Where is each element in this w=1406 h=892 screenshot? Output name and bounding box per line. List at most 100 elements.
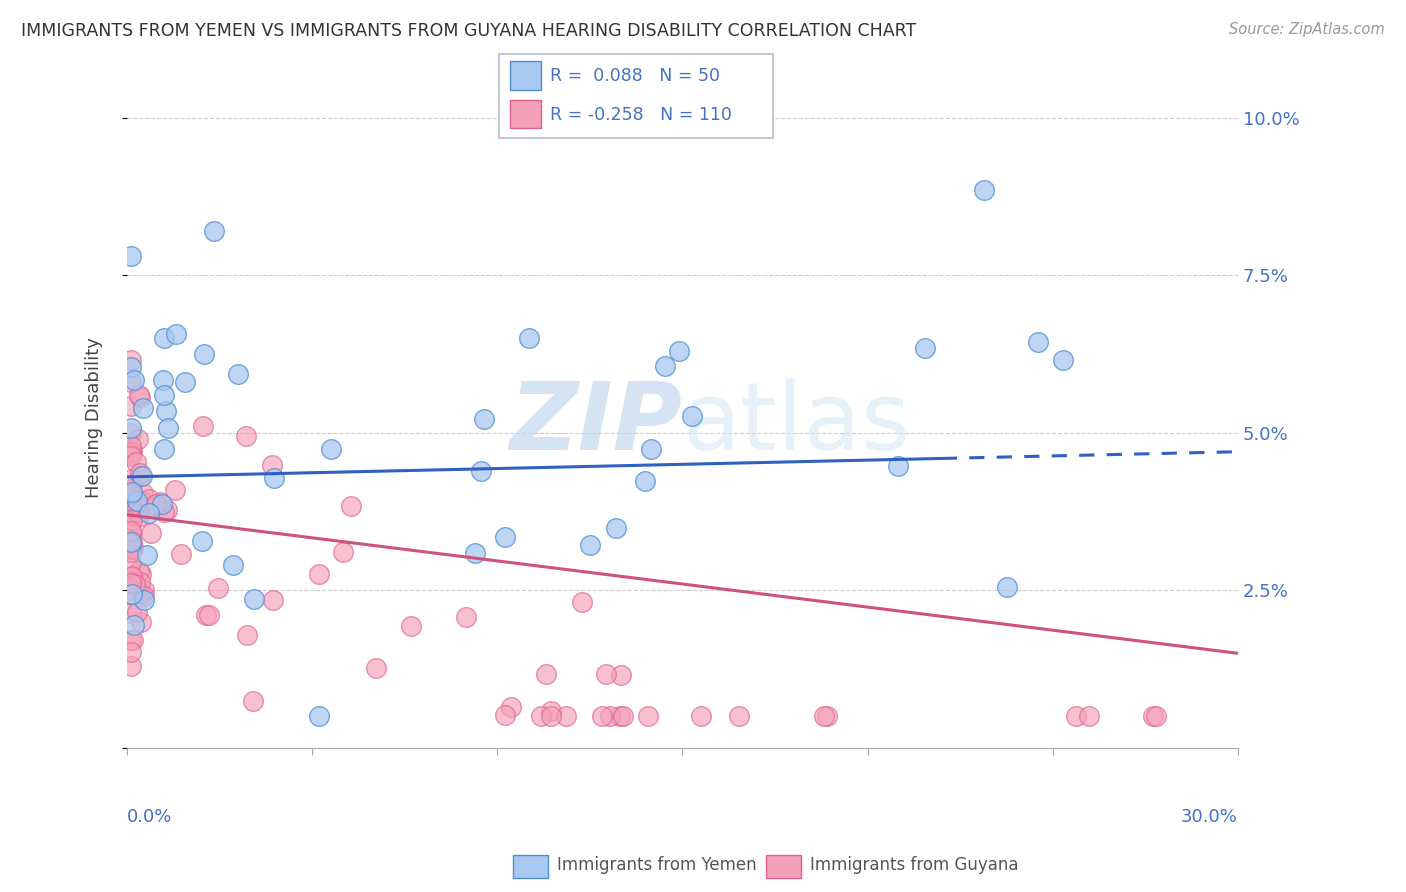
Text: ZIP: ZIP — [509, 377, 682, 470]
Point — [813, 709, 835, 723]
Point — [120, 534, 142, 549]
Point — [131, 567, 153, 582]
Point — [128, 466, 150, 480]
Point — [121, 484, 143, 499]
Point — [149, 495, 172, 509]
Point — [494, 530, 516, 544]
Point — [121, 587, 143, 601]
Point — [599, 709, 621, 723]
Point — [128, 564, 150, 578]
Point — [472, 412, 495, 426]
Point — [197, 608, 219, 623]
Point — [145, 497, 167, 511]
Point — [243, 592, 266, 607]
Text: IMMIGRANTS FROM YEMEN VS IMMIGRANTS FROM GUYANA HEARING DISABILITY CORRELATION C: IMMIGRANTS FROM YEMEN VS IMMIGRANTS FROM… — [21, 22, 917, 40]
Point — [127, 509, 149, 524]
Point — [579, 538, 602, 552]
Point — [612, 709, 634, 723]
Point — [131, 401, 153, 416]
Point — [120, 499, 142, 513]
Point — [262, 592, 284, 607]
Point — [263, 471, 285, 485]
Point — [595, 666, 617, 681]
Point — [332, 545, 354, 559]
Point — [727, 709, 749, 723]
Point — [152, 373, 174, 387]
Point — [153, 331, 176, 345]
Text: atlas: atlas — [682, 377, 911, 470]
Point — [517, 331, 540, 345]
Point — [193, 346, 215, 360]
Point — [121, 507, 143, 521]
Point — [120, 536, 142, 550]
Point — [121, 542, 143, 557]
Point — [120, 524, 142, 538]
Point — [120, 447, 142, 461]
Point — [605, 521, 627, 535]
Point — [120, 490, 142, 504]
Point — [120, 508, 142, 522]
Point — [120, 482, 142, 496]
Point — [138, 507, 160, 521]
Point — [207, 581, 229, 595]
Point — [127, 493, 149, 508]
Point — [166, 327, 188, 342]
Point — [120, 526, 142, 541]
Point — [153, 442, 176, 456]
Point — [127, 432, 149, 446]
Point — [121, 444, 143, 458]
Point — [120, 249, 142, 263]
Text: 30.0%: 30.0% — [1181, 807, 1239, 826]
Point — [131, 587, 153, 601]
Point — [340, 499, 363, 513]
Point — [120, 569, 142, 583]
Point — [150, 497, 173, 511]
Point — [125, 497, 148, 511]
Point — [454, 609, 477, 624]
Point — [494, 707, 516, 722]
Point — [1144, 709, 1167, 723]
Point — [120, 575, 142, 590]
Point — [1026, 335, 1049, 350]
Point — [260, 458, 283, 473]
Point — [125, 455, 148, 469]
Point — [120, 555, 142, 569]
Point — [540, 709, 562, 723]
Point — [308, 566, 330, 581]
Text: 0.0%: 0.0% — [127, 807, 173, 826]
Point — [129, 469, 152, 483]
Point — [156, 502, 179, 516]
Point — [163, 483, 186, 497]
Point — [530, 709, 553, 723]
Point — [195, 608, 218, 623]
Point — [190, 533, 212, 548]
Point — [634, 474, 657, 488]
Point — [1052, 353, 1074, 368]
Point — [202, 224, 225, 238]
Point — [131, 494, 153, 508]
Point — [973, 183, 995, 197]
Point — [122, 618, 145, 632]
Point — [609, 709, 631, 723]
Point — [554, 709, 576, 723]
Point — [122, 633, 145, 648]
Point — [640, 442, 662, 456]
Point — [136, 548, 159, 562]
Point — [236, 628, 259, 642]
Point — [120, 606, 142, 620]
Point — [170, 547, 193, 561]
Point — [127, 505, 149, 519]
Point — [226, 367, 249, 381]
Point — [120, 449, 142, 463]
Point — [128, 390, 150, 404]
Point — [540, 704, 562, 718]
Point — [157, 420, 180, 434]
Point — [464, 545, 486, 559]
Point — [815, 709, 838, 723]
Point — [501, 699, 523, 714]
Point — [120, 659, 142, 673]
Y-axis label: Hearing Disability: Hearing Disability — [86, 336, 103, 498]
Point — [120, 535, 142, 549]
Point — [1064, 709, 1087, 723]
Point — [120, 426, 142, 441]
